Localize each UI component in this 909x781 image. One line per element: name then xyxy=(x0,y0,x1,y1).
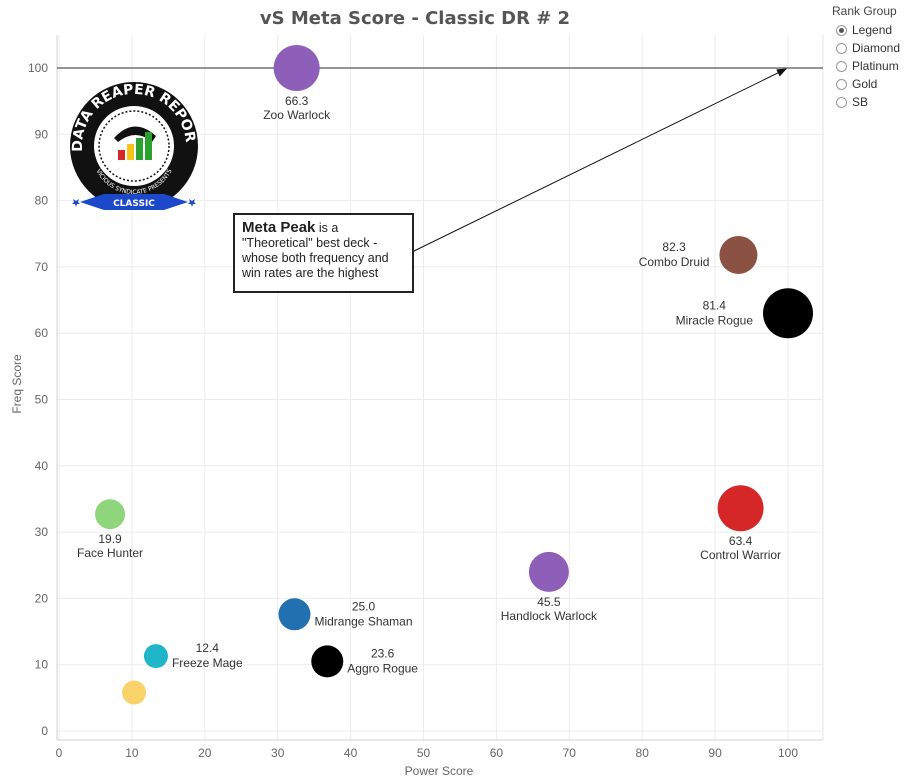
meta-peak-arrow xyxy=(413,68,787,252)
y-axis-title: Freq Score xyxy=(10,354,24,414)
x-tick-label: 10 xyxy=(125,746,139,760)
scatter-chart: 0 10 20 30 40 50 60 70 80 90 100 0 10 20 30 40 50 60 70 80 9… xyxy=(10,35,824,778)
data-name-label: Combo Druid xyxy=(639,255,710,269)
annotation-bold-text: Meta Peak xyxy=(242,219,316,236)
data-value-label: 19.9 xyxy=(98,532,122,546)
data-name-label: Aggro Rogue xyxy=(347,661,418,675)
x-axis-title: Power Score xyxy=(405,764,474,778)
data-name-label: Control Warrior xyxy=(700,548,781,562)
rank-option-label: Legend xyxy=(852,23,893,37)
data-point xyxy=(528,551,569,592)
data-name-label: Zoo Warlock xyxy=(263,108,331,122)
x-tick-label: 40 xyxy=(344,746,358,760)
rank-option-platinum[interactable]: Platinum xyxy=(836,57,909,75)
logo-banner-text: CLASSIC xyxy=(113,199,155,209)
x-tick-label: 80 xyxy=(636,746,650,760)
annotation-text: is a "Theoretical" best deck - whose bot… xyxy=(242,221,389,280)
y-tick-label: 10 xyxy=(35,658,49,672)
y-tick-label: 90 xyxy=(35,127,49,141)
radio-icon[interactable] xyxy=(836,42,847,54)
reference-line-layer xyxy=(57,67,823,252)
data-name-label: Midrange Shaman xyxy=(314,614,412,628)
x-tick-label: 20 xyxy=(198,746,212,760)
data-point xyxy=(143,644,168,669)
data-point xyxy=(719,235,758,274)
rank-group-filter: Rank Group Legend Diamond Platinum Gold … xyxy=(832,4,909,111)
data-value-label: 25.0 xyxy=(352,599,376,613)
data-value-label: 81.4 xyxy=(703,298,727,312)
svg-text:DATA REAPER REPORT: DATA REAPER REPORT xyxy=(66,80,198,152)
data-value-label: 66.3 xyxy=(285,94,309,108)
data-name-label: Face Hunter xyxy=(77,546,143,560)
y-tick-label: 40 xyxy=(35,459,49,473)
data-value-label: 45.5 xyxy=(537,595,561,609)
rank-option-gold[interactable]: Gold xyxy=(836,75,909,93)
data-value-label: 63.4 xyxy=(729,534,753,548)
radio-icon[interactable] xyxy=(836,60,847,72)
rank-option-label: SB xyxy=(852,95,869,109)
logo-subtitle-text: VICIOUS SYNDICATE PRESENTS xyxy=(94,168,173,196)
axes: 0 10 20 30 40 50 60 70 80 90 100 0 10 20 30 40 50 60 70 80 9… xyxy=(28,35,824,760)
y-tick-label: 80 xyxy=(35,194,49,208)
data-points xyxy=(95,45,813,705)
data-point xyxy=(717,485,764,532)
y-tick-label: 100 xyxy=(28,61,48,75)
x-tick-label: 100 xyxy=(778,746,798,760)
rank-option-label: Platinum xyxy=(852,59,899,73)
y-tick-label: 60 xyxy=(35,326,49,340)
data-name-label: Handlock Warlock xyxy=(501,609,598,623)
y-tick-label: 50 xyxy=(35,393,49,407)
data-name-label: Miracle Rogue xyxy=(676,313,754,327)
data-name-label: Freeze Mage xyxy=(172,656,243,670)
chart-title: vS Meta Score - Classic DR # 2 xyxy=(259,8,571,29)
x-tick-label: 70 xyxy=(563,746,577,760)
x-tick-label: 50 xyxy=(417,746,431,760)
data-point xyxy=(95,499,126,530)
y-tick-label: 0 xyxy=(41,724,48,738)
rank-option-sb[interactable]: SB xyxy=(836,93,909,111)
data-point xyxy=(278,598,311,631)
data-reaper-report-logo: DATA REAPER REPORT VICIOUS SYNDICATE PRE… xyxy=(66,80,202,220)
data-point xyxy=(763,288,813,339)
radio-icon[interactable] xyxy=(836,96,847,108)
data-value-label: 23.6 xyxy=(371,646,395,660)
meta-peak-annotation: Meta Peak is a "Theoretical" best deck -… xyxy=(233,213,414,293)
rank-option-label: Gold xyxy=(852,77,878,91)
x-tick-label: 60 xyxy=(490,746,504,760)
radio-icon[interactable] xyxy=(836,78,847,90)
radio-icon[interactable] xyxy=(836,24,847,36)
rank-option-diamond[interactable]: Diamond xyxy=(836,39,909,57)
rank-group-title: Rank Group xyxy=(832,4,897,18)
x-tick-label: 90 xyxy=(708,746,722,760)
x-tick-label: 0 xyxy=(56,746,63,760)
rank-option-label: Diamond xyxy=(852,41,901,55)
y-tick-label: 20 xyxy=(35,591,49,605)
data-point xyxy=(311,645,344,678)
y-tick-label: 70 xyxy=(35,260,49,274)
rank-option-legend[interactable]: Legend xyxy=(836,21,909,39)
data-point xyxy=(273,45,320,91)
y-tick-label: 30 xyxy=(35,525,49,539)
svg-text:VICIOUS SYNDICATE PRESENTS: VICIOUS SYNDICATE PRESENTS xyxy=(94,168,173,196)
x-tick-label: 30 xyxy=(271,746,285,760)
data-value-label: 82.3 xyxy=(662,240,686,254)
data-point xyxy=(122,680,147,705)
data-value-label: 12.4 xyxy=(196,641,220,655)
logo-title-text: DATA REAPER REPORT xyxy=(66,80,198,152)
